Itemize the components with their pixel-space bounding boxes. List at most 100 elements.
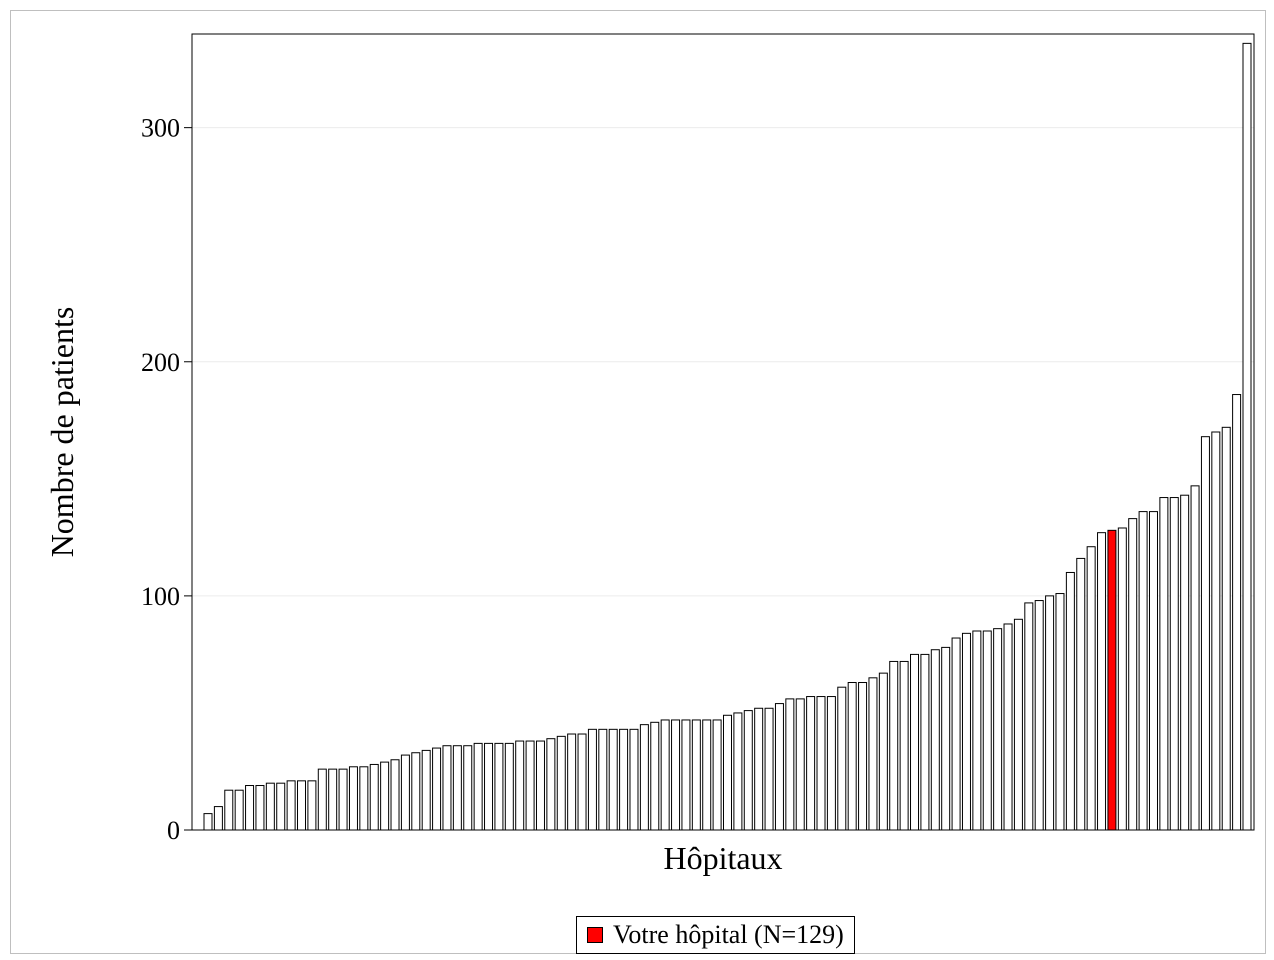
bar [224, 789, 234, 831]
bar [868, 677, 878, 831]
bar [702, 719, 712, 831]
bar [1148, 511, 1158, 831]
y-axis-title: Nombre de patients [44, 307, 80, 558]
bar [432, 747, 442, 831]
bar [619, 728, 629, 831]
bar [982, 630, 992, 831]
bar [920, 653, 930, 831]
bar [1076, 557, 1086, 831]
plot-border [191, 33, 1255, 831]
bar [463, 745, 473, 831]
bar [245, 785, 255, 831]
bar [535, 740, 545, 831]
bar [1003, 623, 1013, 831]
bar [847, 682, 857, 831]
bar [1013, 618, 1023, 831]
bar [1117, 527, 1127, 831]
bar [1034, 600, 1044, 831]
bar [951, 637, 961, 831]
bar [941, 646, 951, 831]
legend: Votre hôpital (N=129) [576, 916, 855, 954]
bar [1232, 394, 1242, 831]
legend-label: Votre hôpital (N=129) [613, 920, 844, 949]
bar [297, 780, 307, 831]
bar [1128, 518, 1138, 831]
bar [858, 682, 868, 831]
bar [754, 707, 764, 831]
bar [899, 660, 909, 831]
bar [1242, 42, 1252, 831]
bar [369, 763, 379, 831]
bar [671, 719, 681, 831]
bar [452, 745, 462, 831]
bar [328, 768, 338, 831]
bar [411, 752, 421, 831]
legend-swatch [587, 927, 603, 943]
y-tick-label: 200 [141, 348, 180, 377]
bar [1221, 426, 1231, 831]
bars [203, 42, 1252, 831]
bar [203, 813, 213, 831]
bar [598, 728, 608, 831]
bar [961, 632, 971, 831]
bar [546, 738, 556, 831]
bar [556, 735, 566, 831]
bar [1169, 497, 1179, 831]
y-axis-ticks: 0 100 200 300 [141, 114, 192, 845]
bar [442, 745, 452, 831]
bar [567, 733, 577, 831]
bar [1097, 532, 1107, 831]
bar [993, 628, 1003, 831]
bar [743, 710, 753, 831]
bar [712, 719, 722, 831]
bar [359, 766, 369, 831]
bar [930, 649, 940, 831]
bar [878, 672, 888, 831]
bar [577, 733, 587, 831]
bar [380, 761, 390, 831]
y-tick-label: 100 [141, 582, 180, 611]
bar [400, 754, 410, 831]
bar [504, 742, 514, 831]
y-tick-label: 300 [141, 114, 180, 143]
bar [348, 766, 358, 831]
bar [213, 806, 223, 831]
bar [515, 740, 525, 831]
x-axis-title: Hôpitaux [663, 840, 782, 876]
bar [774, 703, 784, 831]
bar [910, 653, 920, 831]
bar [639, 724, 649, 831]
bar [629, 728, 639, 831]
bar [265, 782, 275, 831]
bar [1045, 595, 1055, 831]
bar [691, 719, 701, 831]
bar [1211, 431, 1221, 831]
bar [286, 780, 296, 831]
bar [234, 789, 244, 831]
bar [826, 696, 836, 831]
bar [889, 660, 899, 831]
y-tick-label: 0 [167, 816, 180, 845]
bar [276, 782, 286, 831]
chart-frame: 0 100 200 300 Nombre de patients Hôpitaux V… [10, 10, 1266, 954]
bar-chart: 0 100 200 300 Nombre de patients Hôpitaux [44, 33, 1255, 876]
bar [1086, 546, 1096, 831]
bar [816, 696, 826, 831]
bar [764, 707, 774, 831]
bar [723, 714, 732, 831]
bar [255, 785, 265, 831]
bar [1180, 494, 1190, 831]
bar [1138, 511, 1148, 831]
bar [785, 698, 795, 831]
bar [421, 749, 431, 831]
bar [795, 698, 805, 831]
bar [525, 740, 535, 831]
bar [1024, 602, 1034, 831]
bar [681, 719, 691, 831]
bar [338, 768, 348, 831]
bar [494, 742, 504, 831]
bar [837, 686, 847, 831]
bar [1055, 593, 1065, 831]
bar [484, 742, 494, 831]
bar [733, 712, 743, 831]
